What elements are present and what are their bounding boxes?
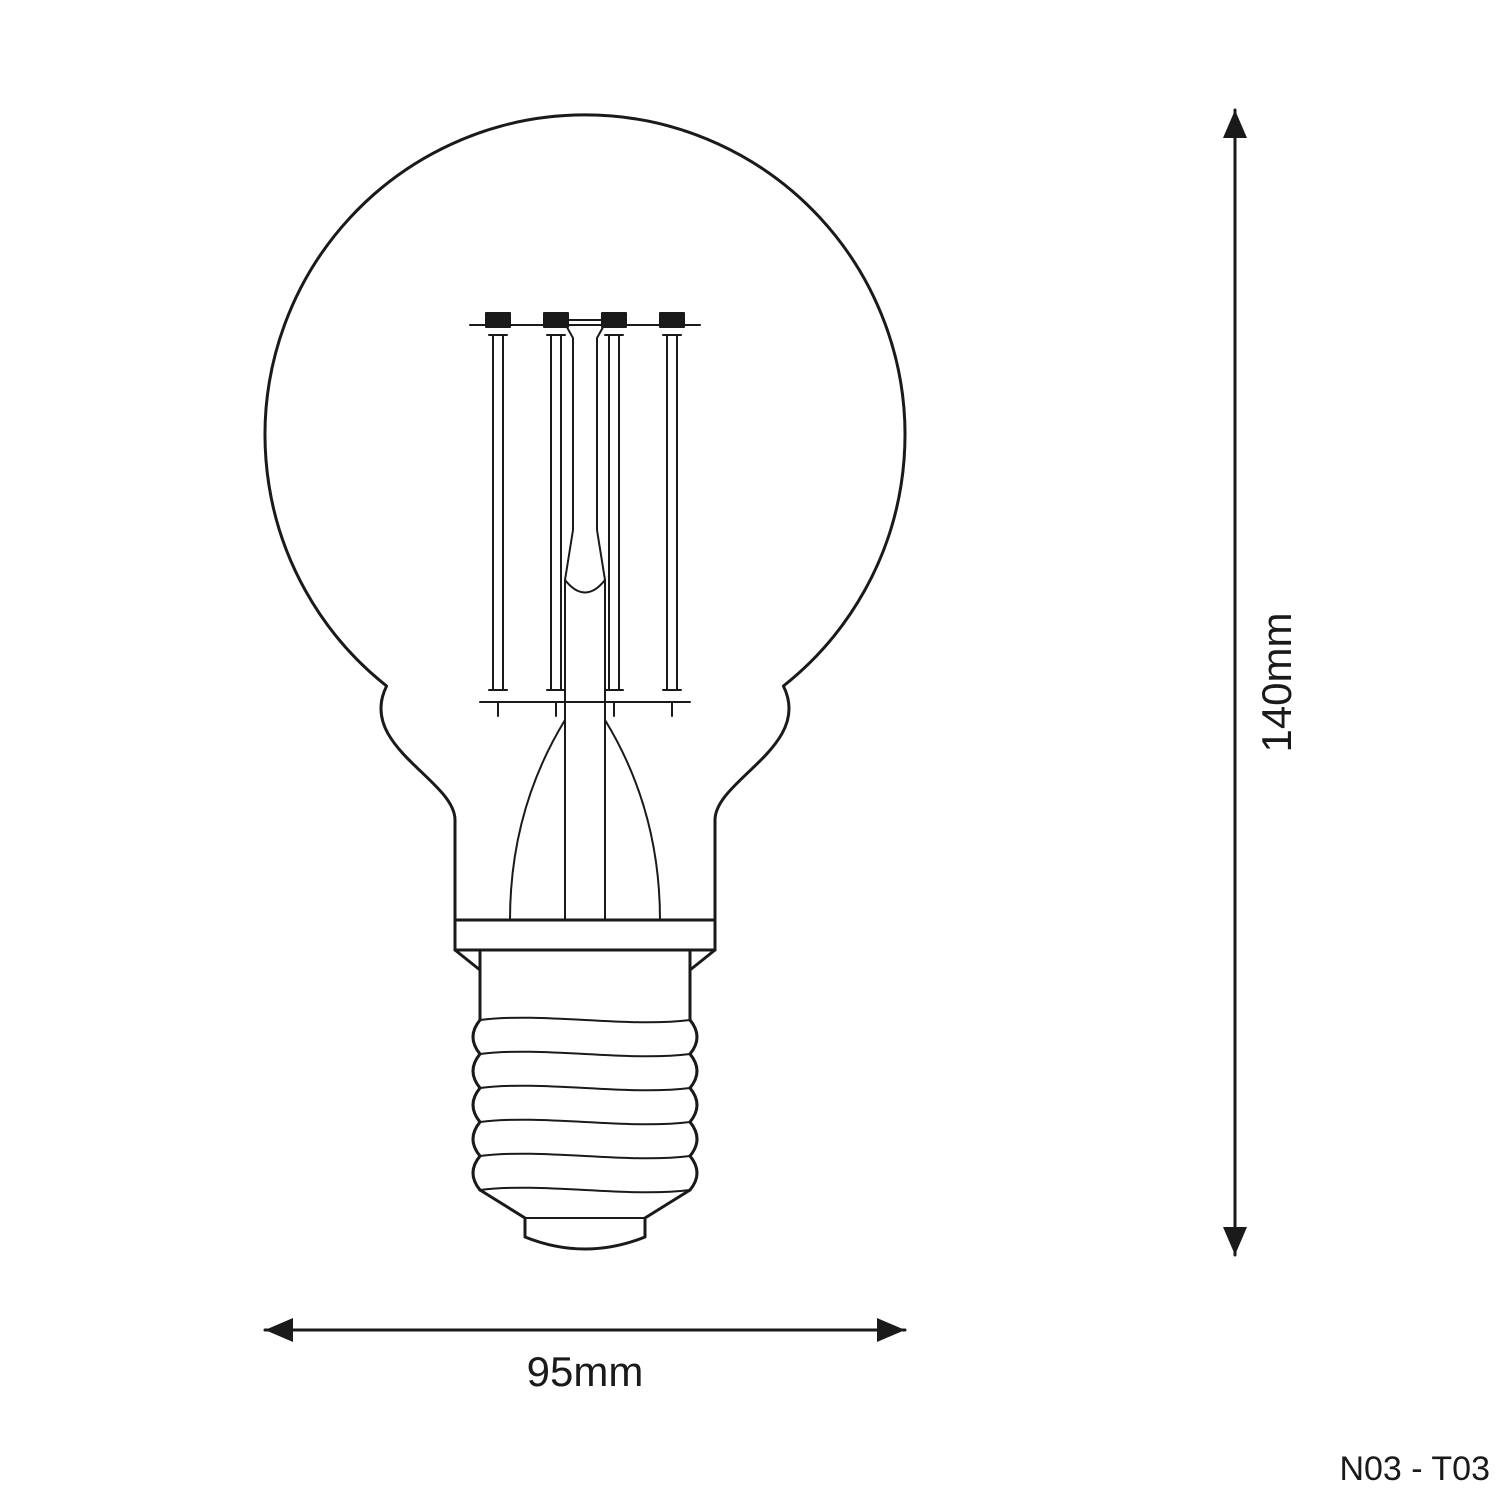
- filament-bracket: [544, 313, 568, 327]
- filament-bracket: [602, 313, 626, 327]
- stem-flare: [510, 720, 660, 920]
- contact-tip: [480, 1190, 690, 1249]
- thread-row: [473, 1156, 697, 1190]
- thread-row: [473, 1122, 697, 1156]
- product-code-label: N03 - T03: [1339, 1450, 1490, 1488]
- bulb-technical-drawing: 95mm 140mm N03 - T03: [0, 0, 1500, 1500]
- filament-bracket: [486, 313, 510, 327]
- filament-bracket: [660, 313, 684, 327]
- thread-row: [473, 1088, 697, 1122]
- width-dimension-arrow: [265, 1318, 905, 1342]
- collar-ring: [455, 920, 715, 950]
- bulb-globe-outline: [265, 115, 905, 920]
- width-label: 95mm: [527, 1348, 644, 1395]
- height-dimension-arrow: [1223, 110, 1247, 1255]
- thread-row: [473, 1054, 697, 1088]
- glass-stem: [563, 320, 607, 920]
- height-label: 140mm: [1253, 612, 1300, 752]
- thread-row: [473, 1020, 697, 1054]
